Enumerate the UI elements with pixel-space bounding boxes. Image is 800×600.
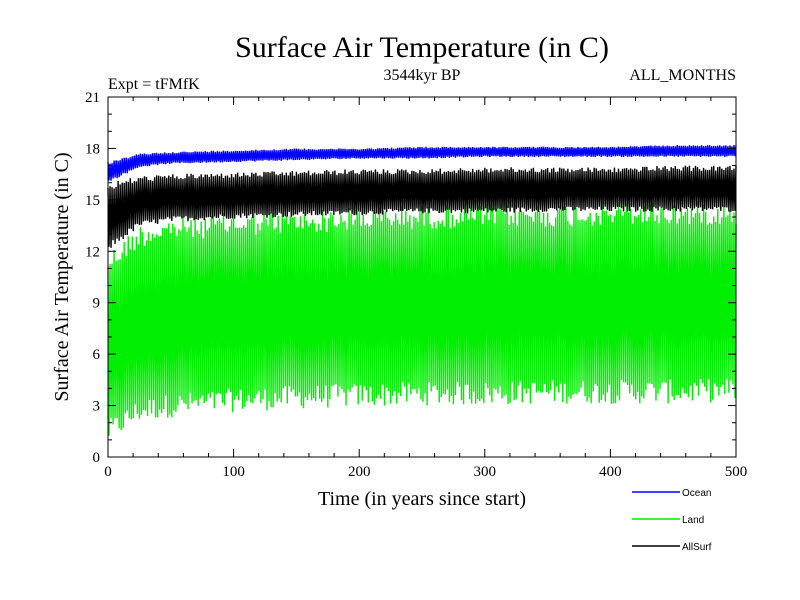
legend-label-ocean: Ocean [682,488,711,499]
y-tick-label: 3 [93,399,101,415]
x-tick-label: 500 [725,464,748,480]
legend-label-allsurf: AllSurf [682,542,712,553]
y-tick-label: 9 [93,296,101,312]
legend: Ocean Land AllSurf [632,488,712,553]
y-tick-label: 6 [93,347,101,363]
period-label: ALL_MONTHS [629,67,736,84]
experiment-label: Expt = tFMfK [108,76,200,93]
y-tick-label: 21 [85,90,100,106]
y-tick-label: 12 [85,244,100,260]
y-tick-label: 0 [93,450,101,466]
x-axis-label: Time (in years since start) [318,488,526,510]
y-tick-label: 15 [85,193,100,209]
series-line-ocean [107,144,737,181]
x-tick-label: 300 [474,464,497,480]
y-tick-label: 18 [85,141,100,157]
x-tick-label: 100 [222,464,245,480]
plot-frame [107,96,737,458]
y-axis-label: Surface Air Temperature (in C) [51,152,73,401]
series-line-allsurf [107,165,737,248]
legend-label-land: Land [682,515,704,526]
chart-title: Surface Air Temperature (in C) [235,31,609,64]
chart-subtitle: 3544kyr BP [384,67,461,84]
x-tick-label: 400 [599,464,622,480]
plot-area [107,144,737,436]
x-tick-label: 200 [348,464,371,480]
series-line-land [107,201,737,436]
x-tick-label: 0 [104,464,112,480]
axes: 0 100 200 300 400 500 0 3 6 9 12 15 18 21 [85,90,747,480]
